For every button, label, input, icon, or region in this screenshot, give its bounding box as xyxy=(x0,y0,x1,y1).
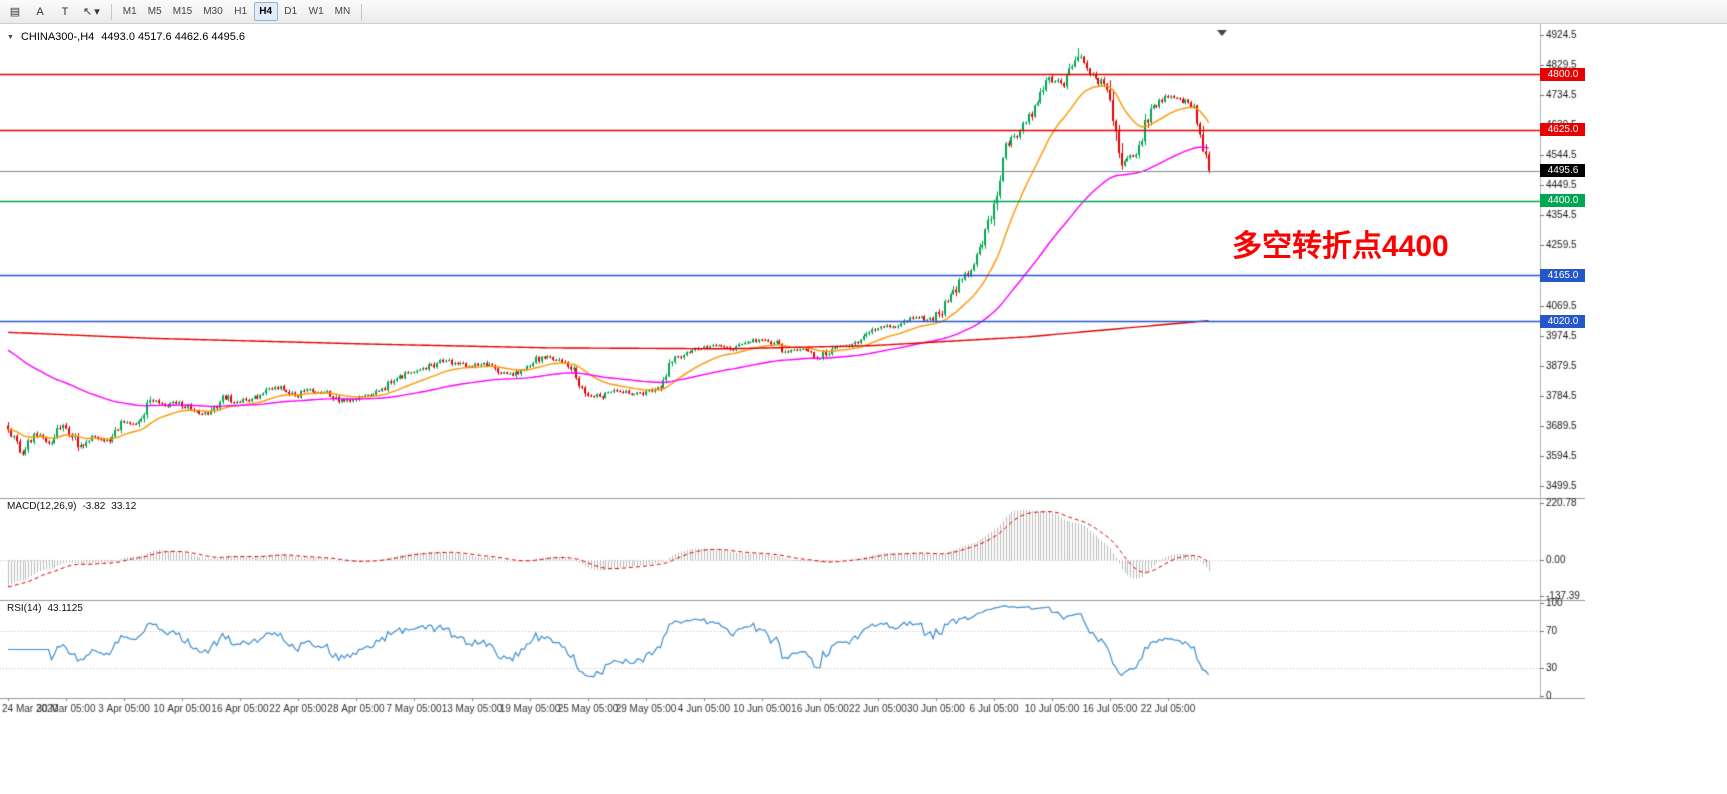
candlestick-chart-canvas[interactable] xyxy=(0,24,1585,718)
rsi-title: RSI(14) xyxy=(7,603,42,614)
dropdown-caret-icon: ▾ xyxy=(94,6,100,18)
chart-annotation-text: 多空转折点4400 xyxy=(1232,230,1449,263)
symbol-dropdown-icon[interactable]: ▼ xyxy=(7,33,14,41)
timeframe-m30-button[interactable]: M30 xyxy=(203,6,223,17)
macd-indicator-label: MACD(12,26,9) -3.82 33.12 xyxy=(7,501,136,512)
macd-main-value: -3.82 xyxy=(82,501,106,512)
symbol-period-label: CHINA300-,H4 xyxy=(20,31,95,43)
timeframe-m5-button[interactable]: M5 xyxy=(147,6,162,17)
timeframe-mn-button[interactable]: MN xyxy=(334,6,351,17)
toolbar-separator xyxy=(361,3,363,20)
timeframe-m15-button[interactable]: M15 xyxy=(172,6,193,17)
chart-list-icon: ▤ xyxy=(9,6,21,18)
timeframe-d1-button[interactable]: D1 xyxy=(284,6,298,17)
ohlc-values-label: 4493.0 4517.6 4462.6 4495.6 xyxy=(101,31,246,43)
timeframe-m1-button[interactable]: M1 xyxy=(122,6,137,17)
macd-title: MACD(12,26,9) xyxy=(7,501,77,512)
font-tool-button[interactable]: A xyxy=(28,2,52,21)
macd-signal-value: 33.12 xyxy=(111,501,137,512)
text-tool-button[interactable]: T xyxy=(53,2,77,21)
cursor-icon: ↖ xyxy=(83,6,93,18)
text-tool-icon: T xyxy=(61,5,69,18)
timeframe-h1-button[interactable]: H1 xyxy=(234,6,248,17)
timeframe-h4-button[interactable]: H4 xyxy=(253,2,278,21)
cursor-tool-button[interactable]: ↖ ▾ xyxy=(78,2,105,21)
toolbar: ▤ A T ↖ ▾ M1 M5 M15 M30 H1 H4 D1 W1 MN xyxy=(0,0,1727,24)
rsi-indicator-label: RSI(14) 43.1125 xyxy=(7,603,83,614)
chart-header: ▼ CHINA300-,H4 4493.0 4517.6 4462.6 4495… xyxy=(7,31,245,43)
chart-window: 4800.0 4625.0 4400.0 4165.0 4020.0 4495.6 ▼ C… xyxy=(0,24,1585,718)
chart-list-button[interactable]: ▤ xyxy=(3,2,27,21)
font-a-icon: A xyxy=(36,5,44,18)
toolbar-separator xyxy=(110,3,112,20)
timeframe-w1-button[interactable]: W1 xyxy=(308,6,324,17)
rsi-value: 43.1125 xyxy=(47,603,83,614)
